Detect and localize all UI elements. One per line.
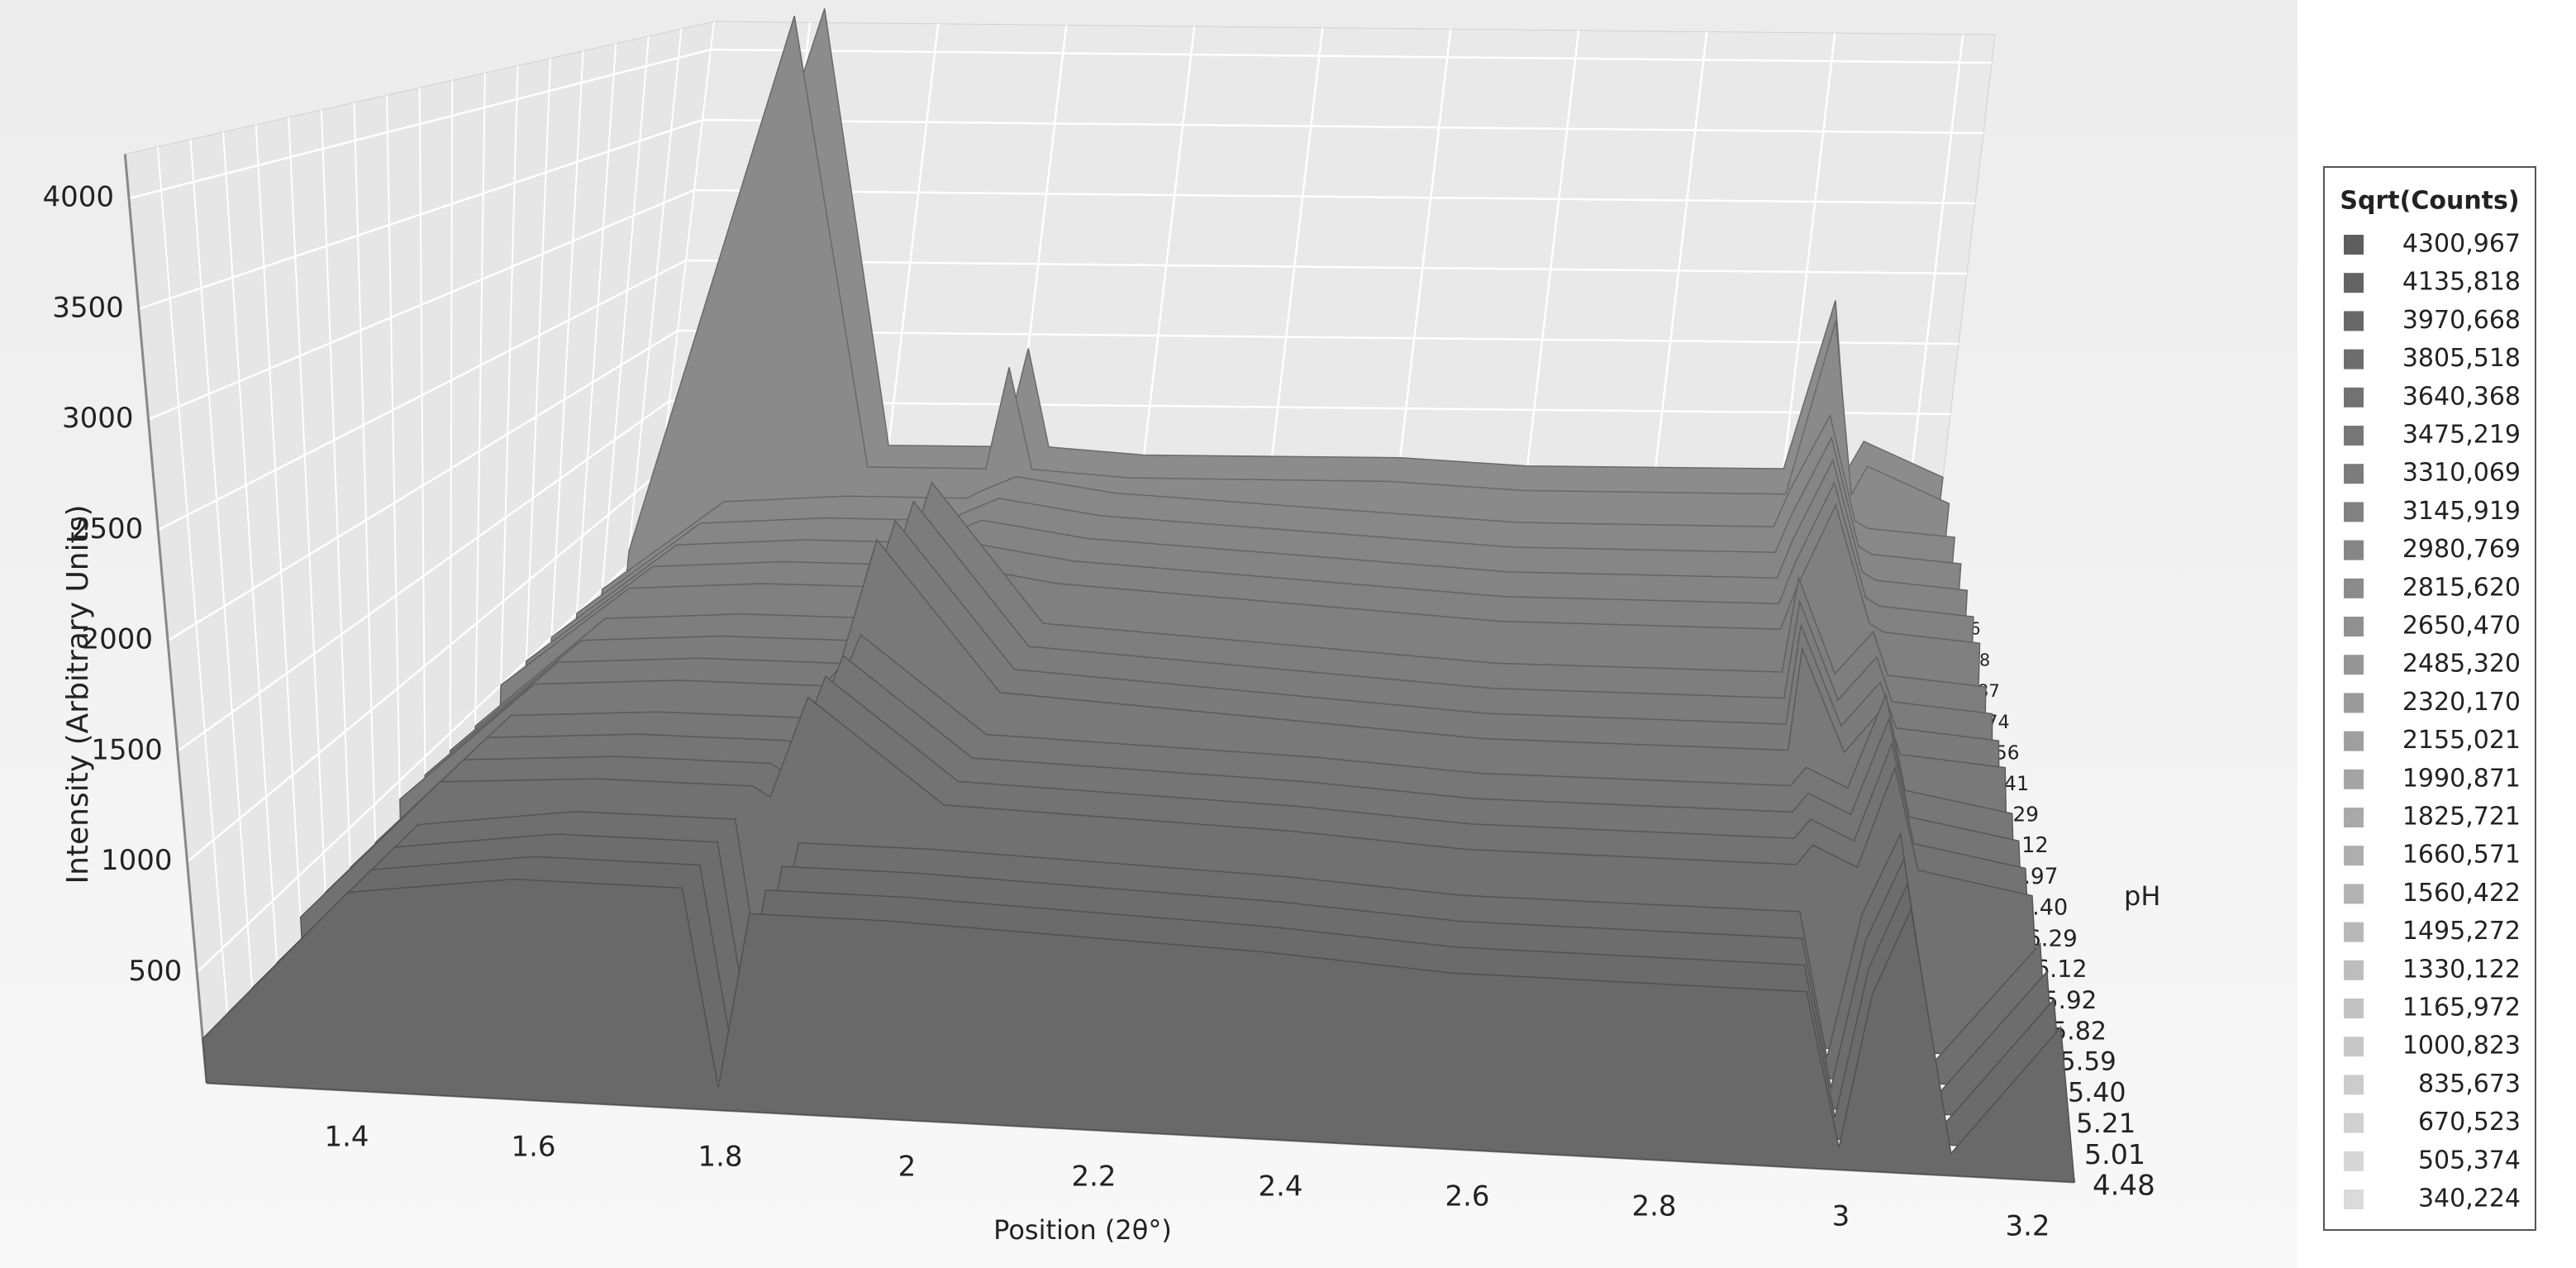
- y-tick-label: 4000: [42, 181, 114, 214]
- legend-swatch: [2344, 884, 2364, 904]
- legend-label: 2980,769: [2402, 535, 2521, 564]
- y-tick-label: 1500: [91, 733, 163, 766]
- x-tick-label: 1.8: [698, 1141, 742, 1174]
- legend-swatch: [2344, 426, 2364, 446]
- axis-line: [123, 154, 208, 1084]
- legend-swatch: [2344, 617, 2364, 636]
- legend-swatch: [2344, 273, 2364, 293]
- legend-label: 505,374: [2418, 1146, 2521, 1175]
- z-tick-label: 5.40: [2068, 1079, 2126, 1108]
- z-axis-label: pH: [2124, 880, 2160, 912]
- legend-label: 1560,422: [2402, 879, 2521, 908]
- legend-swatch: [2344, 1075, 2364, 1095]
- legend-label: 3475,219: [2402, 421, 2521, 450]
- x-tick-label: 1.4: [324, 1121, 369, 1154]
- x-tick-label: 3.2: [2005, 1210, 2050, 1243]
- legend-swatch: [2344, 540, 2364, 560]
- legend-swatch: [2344, 387, 2364, 408]
- legend-label: 1990,871: [2402, 764, 2521, 793]
- x-tick-label: 3: [1832, 1200, 1850, 1233]
- legend-swatch: [2344, 922, 2364, 942]
- legend-swatch: [2344, 1037, 2364, 1057]
- legend-label: 1495,272: [2402, 917, 2521, 946]
- z-tick-label: 5.01: [2084, 1138, 2145, 1170]
- x-tick-label: 2.8: [1631, 1190, 1676, 1223]
- legend-label: 3310,069: [2402, 459, 2521, 488]
- legend-swatch: [2344, 1113, 2364, 1133]
- y-tick-label: 3000: [62, 402, 134, 435]
- legend-swatch: [2344, 502, 2364, 522]
- legend-swatch: [2344, 235, 2364, 255]
- legend-swatch: [2344, 311, 2364, 331]
- legend-label: 2320,170: [2402, 688, 2521, 717]
- legend-swatch: [2344, 1189, 2364, 1209]
- x-tick-label: 1.6: [511, 1131, 555, 1164]
- legend-label: 2155,021: [2402, 726, 2521, 755]
- surface-row: [202, 878, 2075, 1183]
- grid-line: [138, 118, 1984, 310]
- legend-label: 4135,818: [2402, 268, 2521, 297]
- legend-swatch: [2344, 731, 2364, 751]
- legend-label: 1825,721: [2402, 803, 2521, 832]
- legend-label: 1330,122: [2402, 955, 2521, 984]
- y-axis-label: Intensity (Arbitrary Units): [61, 504, 95, 884]
- grid-line: [157, 259, 1968, 532]
- legend-swatch: [2344, 349, 2364, 369]
- surface-row: [619, 16, 1950, 657]
- y-tick-label: 2500: [72, 512, 144, 546]
- legend-label: 3805,518: [2402, 344, 2521, 373]
- x-tick-label: 2: [898, 1151, 917, 1184]
- x-tick-label: 2.4: [1258, 1170, 1302, 1204]
- legend-swatch: [2344, 808, 2364, 827]
- grid-line: [167, 329, 1959, 642]
- x-tick-label: 2.6: [1445, 1180, 1489, 1213]
- legend-label: 3145,919: [2402, 497, 2521, 526]
- legend-swatch: [2344, 1151, 2364, 1171]
- z-tick-label: 5.21: [2076, 1108, 2136, 1139]
- legend-swatch: [2344, 464, 2364, 484]
- x-tick-label: 2.2: [1071, 1161, 1116, 1194]
- legend-label: 2485,320: [2402, 650, 2521, 679]
- legend-label: 2815,620: [2402, 573, 2521, 602]
- y-tick-label: 3500: [52, 291, 124, 324]
- legend-swatch: [2344, 578, 2364, 598]
- z-tick-label: 5.59: [2059, 1047, 2117, 1077]
- legend-label: 835,673: [2418, 1070, 2521, 1099]
- legend-swatch: [2344, 846, 2364, 866]
- y-tick-label: 500: [128, 955, 182, 988]
- legend-label: 340,224: [2418, 1185, 2521, 1213]
- legend-label: 1660,571: [2402, 841, 2521, 870]
- legend-title: Sqrt(Counts): [2340, 187, 2519, 216]
- legend-swatch: [2344, 693, 2364, 713]
- legend-label: 2650,470: [2402, 612, 2521, 641]
- legend-label: 670,523: [2418, 1108, 2521, 1137]
- legend-label: 3640,368: [2402, 382, 2521, 411]
- legend-label: 1165,972: [2402, 994, 2521, 1023]
- grid-line: [128, 48, 1993, 200]
- legend-swatch: [2344, 655, 2364, 675]
- y-tick-label: 2000: [81, 623, 153, 656]
- y-tick-label: 1000: [101, 844, 173, 877]
- grid-line: [177, 399, 1951, 752]
- x-axis-label: Position (2θ°): [993, 1214, 1172, 1246]
- legend-label: 1000,823: [2402, 1032, 2521, 1061]
- legend-swatch: [2344, 999, 2364, 1018]
- legend-label: 3970,668: [2402, 306, 2521, 335]
- grid-line: [148, 188, 1976, 421]
- legend-swatch: [2344, 960, 2364, 980]
- legend-label: 4300,967: [2402, 230, 2521, 259]
- legend-swatch: [2344, 769, 2364, 789]
- z-tick-label: 4.48: [2093, 1170, 2155, 1203]
